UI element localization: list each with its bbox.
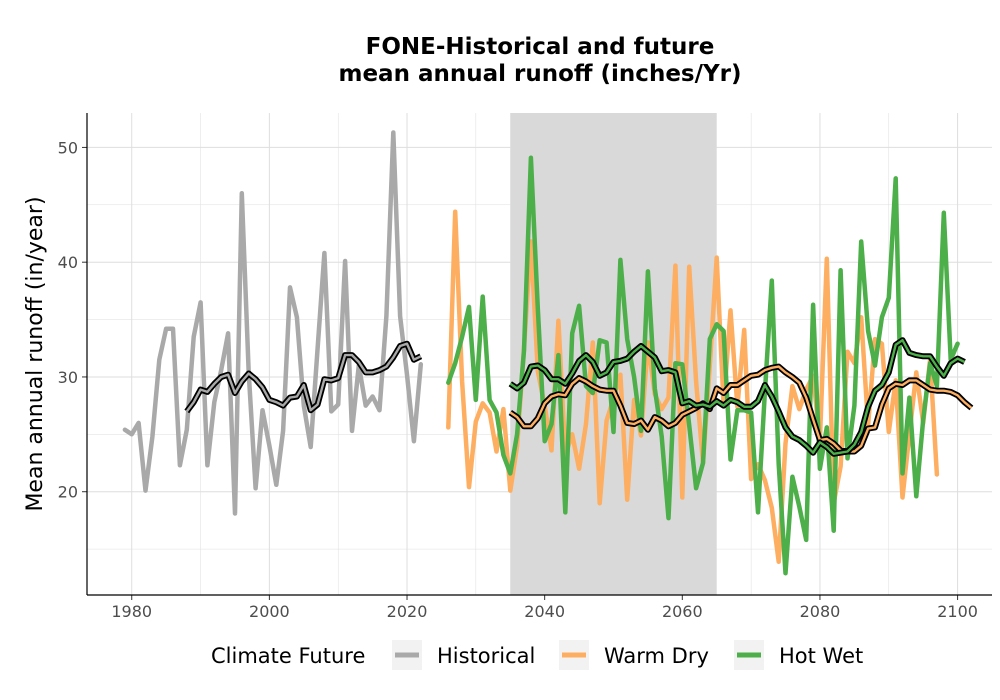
y-axis-label: Mean annual runoff (in/year) — [23, 196, 48, 511]
x-tick-label: 1980 — [111, 602, 152, 621]
x-tick-label: 2100 — [937, 602, 978, 621]
x-axis-ticks: 1980 2000 2020 2040 2060 2080 2100 — [111, 595, 978, 621]
legend-item-historical: Historical — [392, 640, 535, 670]
legend-label-historical: Historical — [437, 644, 535, 668]
legend-title: Climate Future — [211, 644, 365, 668]
smooth-line-warm-dry — [509, 365, 973, 453]
series-line-historical — [122, 130, 424, 516]
legend-item-warm-dry: Warm Dry — [559, 640, 709, 670]
shaded-period — [510, 113, 717, 595]
legend-item-hot-wet: Hot Wet — [734, 640, 863, 670]
x-tick-label: 2060 — [662, 602, 703, 621]
x-tick-label: 2000 — [249, 602, 290, 621]
chart-title-line-2: mean annual runoff (inches/Yr) — [338, 61, 741, 87]
smooth-line-historical — [185, 342, 422, 413]
legend-label-hot-wet: Hot Wet — [779, 644, 863, 668]
smooth-line-hot-wet — [509, 339, 966, 455]
legend: Climate Future Historical Warm Dry Hot W… — [211, 640, 863, 670]
series-line-hot-wet — [446, 155, 960, 576]
y-axis-ticks: 20 30 40 50 — [58, 138, 87, 502]
plot-panel — [87, 113, 992, 595]
y-tick-label: 20 — [58, 483, 78, 502]
y-tick-label: 50 — [58, 138, 78, 157]
chart-title-line-1: FONE-Historical and future — [366, 34, 715, 60]
y-tick-label: 40 — [58, 253, 78, 272]
x-tick-label: 2040 — [524, 602, 565, 621]
x-tick-label: 2080 — [800, 602, 841, 621]
y-tick-label: 30 — [58, 368, 78, 387]
x-tick-label: 2020 — [387, 602, 428, 621]
legend-label-warm-dry: Warm Dry — [604, 644, 709, 668]
